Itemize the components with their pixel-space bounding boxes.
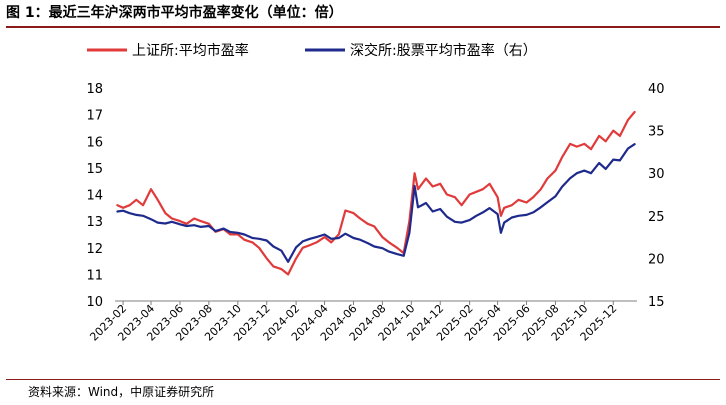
y-left-tick-label: 13 [86, 215, 103, 230]
legend-label-0: 上证所:平均市盈率 [132, 42, 249, 59]
y-left-tick-label: 18 [86, 82, 103, 97]
chart-axes: 1011121314151617181520253035402023-02202… [86, 82, 664, 344]
y-right-tick-label: 35 [648, 125, 665, 140]
y-right-tick-label: 20 [648, 252, 665, 267]
series-line-0 [116, 110, 636, 276]
legend-label-1: 深交所:股票平均市盈率（右） [350, 42, 537, 59]
y-left-tick-label: 14 [86, 189, 103, 204]
series-line-1 [116, 143, 636, 263]
y-left-tick-label: 15 [86, 162, 103, 177]
source-note: 资料来源：Wind，中原证券研究所 [28, 385, 215, 399]
y-left-tick-label: 10 [86, 295, 103, 310]
y-left-tick-label: 16 [86, 135, 103, 150]
source-bar: 资料来源：Wind，中原证券研究所 [6, 379, 720, 404]
y-left-tick-label: 17 [86, 109, 103, 124]
figure-title-bar: 图 1：最近三年沪深两市平均市盈率变化（单位：倍） [6, 2, 720, 28]
y-left-tick-label: 12 [86, 242, 103, 257]
figure-title: 图 1：最近三年沪深两市平均市盈率变化（单位：倍） [6, 5, 343, 21]
y-right-tick-label: 15 [648, 295, 665, 310]
legend: 上证所:平均市盈率 深交所:股票平均市盈率（右） [87, 42, 537, 59]
y-right-tick-label: 25 [648, 210, 665, 225]
chart-series [116, 110, 636, 276]
y-left-tick-label: 11 [86, 268, 103, 283]
y-right-tick-label: 30 [648, 167, 665, 182]
y-right-tick-label: 40 [648, 82, 665, 97]
